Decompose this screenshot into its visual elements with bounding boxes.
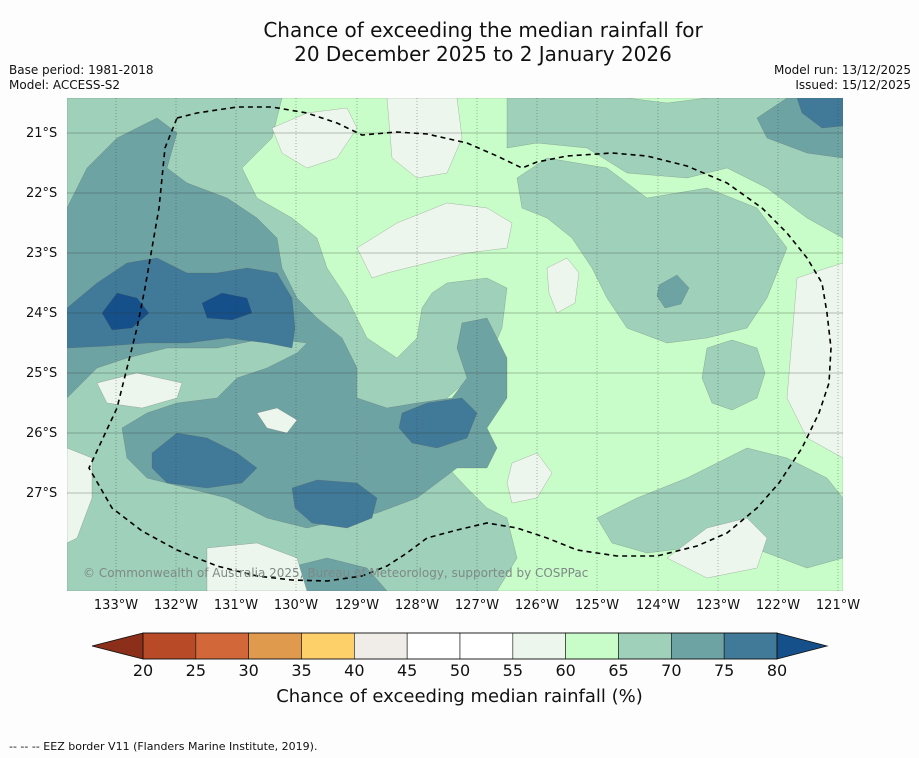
colorbar-tick-label: 65 xyxy=(608,661,629,680)
map-title: Chance of exceeding the median rainfall … xyxy=(0,18,919,66)
colorbar-segment xyxy=(618,632,672,660)
region-55-60-center xyxy=(356,202,513,279)
region-75-80-northeast xyxy=(796,98,843,129)
region-55-60-se-corner xyxy=(666,517,768,579)
lat-label-24: 24°S xyxy=(26,306,58,321)
title-line-1: Chance of exceeding the median rainfall … xyxy=(263,18,703,42)
colorbar-segment xyxy=(406,632,461,660)
lat-label-27: 27°S xyxy=(26,486,58,501)
lon-label-125: 125°W xyxy=(574,598,620,613)
lon-label-132: 132°W xyxy=(153,598,199,613)
colorbar-tick-label: 55 xyxy=(502,661,523,680)
footer-note: -- -- -- EEZ border V11 (Flanders Marine… xyxy=(9,740,318,753)
region-55-60-north-2 xyxy=(386,98,463,179)
region-75-80-south xyxy=(291,479,378,529)
copyright-notice: © Commonwealth of Australia 2025, Bureau… xyxy=(83,566,589,580)
base-period: Base period: 1981-2018 xyxy=(9,63,154,77)
colorbar-tick-label: 45 xyxy=(396,661,418,680)
eez-border xyxy=(88,106,832,582)
region-55-60-east xyxy=(546,257,580,314)
title-line-2: 20 December 2025 to 2 January 2026 xyxy=(294,42,672,66)
lon-label-133: 133°W xyxy=(93,598,139,613)
region-55-60-bottom xyxy=(67,447,93,544)
region-75-80-southwest xyxy=(151,432,258,489)
colorbar-tick-label: 50 xyxy=(449,661,471,680)
lat-label-25: 25°S xyxy=(26,366,58,381)
lat-label-26: 26°S xyxy=(26,426,58,441)
colorbar-tick-label: 75 xyxy=(713,661,735,680)
colorbar-segment xyxy=(512,632,566,660)
region-55-60-east-edge xyxy=(786,262,843,459)
lon-label-130: 130°W xyxy=(273,598,319,613)
colorbar-title: Chance of exceeding median rainfall (%) xyxy=(276,686,643,707)
lon-label-124: 124°W xyxy=(635,598,681,613)
colorbar-segment xyxy=(142,632,197,660)
lon-label-127: 127°W xyxy=(454,598,500,613)
colorbar-segment xyxy=(459,632,514,660)
colorbar xyxy=(91,632,829,660)
model-name: Model: ACCESS-S2 xyxy=(9,78,121,92)
colorbar-high-extend xyxy=(776,632,829,660)
colorbar-tick-label: 40 xyxy=(344,661,365,680)
colorbar-segment xyxy=(301,632,355,660)
colorbar-tick-label: 25 xyxy=(185,661,206,680)
colorbar-tick-label: 80 xyxy=(766,661,788,680)
issued-date: Issued: 15/12/2025 xyxy=(795,78,911,92)
model-run: Model run: 13/12/2025 xyxy=(773,63,911,77)
map-grid xyxy=(67,98,843,591)
lon-label-121: 121°W xyxy=(815,598,861,613)
colorbar-segment xyxy=(354,632,408,660)
colorbar-tick-label: 20 xyxy=(132,661,154,680)
colorbar-segment xyxy=(195,632,249,660)
colorbar-tick-label: 70 xyxy=(661,661,682,680)
region-70-75-east-spot xyxy=(656,274,690,309)
colorbar-tick-label: 30 xyxy=(238,661,259,680)
colorbar-segment xyxy=(723,632,778,660)
lon-label-129: 129°W xyxy=(334,598,380,613)
lat-label-23: 23°S xyxy=(26,246,58,261)
meta-right: Model run: 13/12/2025 Issued: 15/12/2025 xyxy=(774,63,911,93)
lat-label-21: 21°S xyxy=(26,126,58,141)
meta-left: Base period: 1981-2018 Model: ACCESS-S2 xyxy=(9,63,154,93)
region-55-60-south xyxy=(256,407,298,434)
lon-label-122: 122°W xyxy=(755,598,801,613)
colorbar-segment xyxy=(248,632,302,660)
lon-label-126: 126°W xyxy=(514,598,560,613)
lon-label-123: 123°W xyxy=(695,598,741,613)
region-65-70-southeast xyxy=(596,447,843,569)
colorbar-tick-label: 35 xyxy=(291,661,312,680)
lat-label-22: 22°S xyxy=(26,186,58,201)
colorbar-tick-label: 60 xyxy=(555,661,576,680)
colorbar-low-extend xyxy=(91,632,144,660)
colorbar-segment xyxy=(671,632,725,660)
colorbar-segment xyxy=(565,632,619,660)
lon-label-131: 131°W xyxy=(213,598,259,613)
lon-label-128: 128°W xyxy=(394,598,440,613)
rainfall-map xyxy=(67,98,843,591)
